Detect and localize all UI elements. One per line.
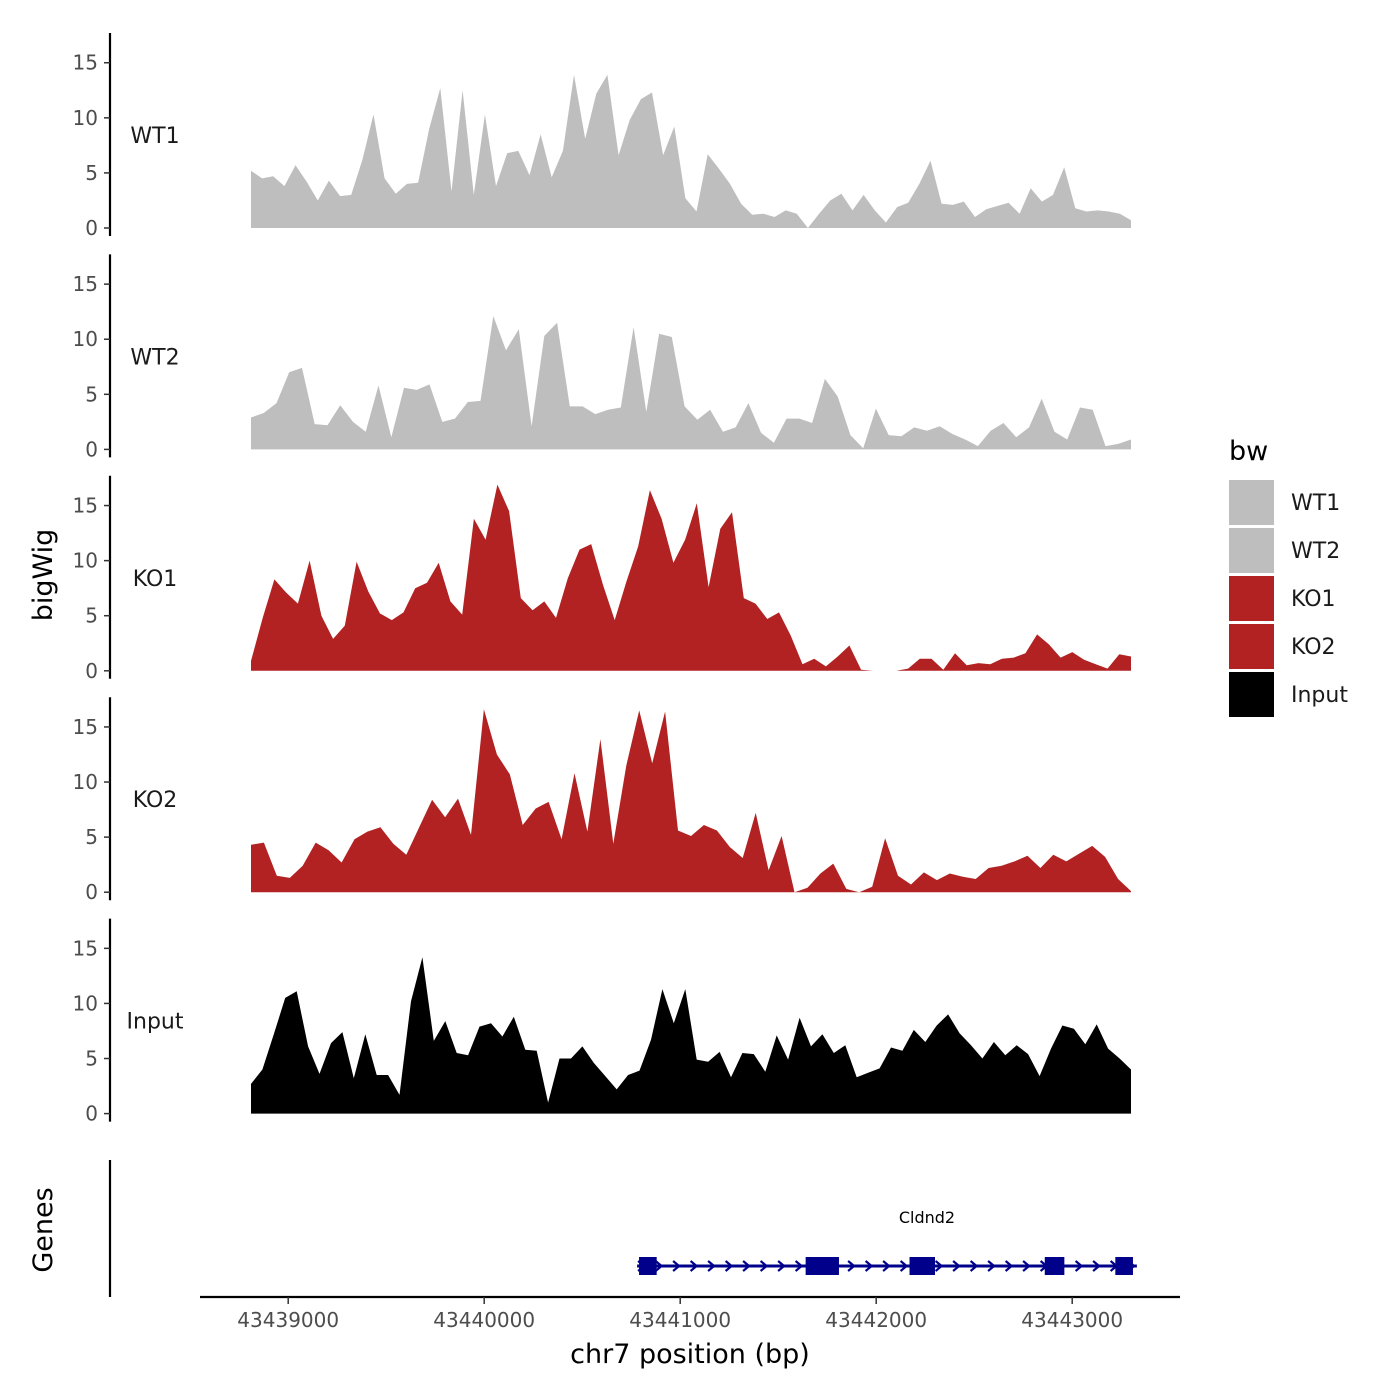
strand-arrow-icon [934, 1260, 944, 1272]
strand-arrow-icon [654, 1260, 664, 1272]
y-tick-label: 15 [73, 494, 98, 518]
x-tick-label: 43442000 [825, 1308, 927, 1332]
strand-arrow-icon [1092, 1260, 1101, 1272]
tracks-layer: 0 5 10 15 WT1 0 5 10 15 WT2 0 5 10 15 KO1 0 5 10 15 KO2 0 5 10… [73, 33, 1131, 1126]
legend-title: bw [1229, 436, 1268, 467]
strand-arrow-icon [969, 1260, 979, 1272]
legend-swatch [1229, 624, 1274, 669]
legend-label: KO1 [1291, 587, 1336, 612]
track-panel-ko2: 0 5 10 15 KO2 [73, 697, 1131, 904]
legend-swatch [1229, 528, 1274, 573]
strand-arrow-icon [882, 1260, 891, 1272]
x-tick-label: 43440000 [433, 1308, 535, 1332]
y-tick-label: 10 [73, 549, 98, 573]
y-tick-label: 10 [73, 327, 98, 351]
strand-arrow-icon [724, 1260, 734, 1272]
gene-exon [639, 1257, 657, 1275]
strand-arrow-icon [689, 1260, 699, 1272]
signal-area-ko2 [251, 709, 1131, 893]
y-tick-label: 15 [73, 936, 98, 960]
y-tick-label: 5 [85, 604, 98, 628]
y-tick-label: 0 [85, 659, 98, 683]
y-tick-label: 10 [73, 991, 98, 1015]
track-label: WT2 [130, 345, 179, 370]
strand-arrow-icon [1074, 1260, 1084, 1272]
track-panel-wt2: 0 5 10 15 WT2 [73, 254, 1131, 461]
strand-arrow-icon [987, 1260, 996, 1272]
gene-exon [1044, 1257, 1065, 1275]
x-tick-label: 43443000 [1021, 1308, 1123, 1332]
signal-area-ko1 [251, 484, 1131, 671]
legend-label: KO2 [1291, 635, 1336, 660]
strand-arrow-icon [952, 1260, 961, 1272]
track-label: KO2 [133, 788, 178, 813]
legend-swatch [1229, 480, 1274, 525]
strand-arrow-icon [742, 1260, 751, 1272]
gene-exon [909, 1257, 935, 1275]
legend-swatch [1229, 672, 1274, 717]
gene-label: Cldnd2 [899, 1208, 955, 1227]
signal-area-input [251, 957, 1131, 1114]
y-tick-label: 10 [73, 770, 98, 794]
strand-arrow-icon [847, 1260, 856, 1272]
y-tick-label: 0 [85, 880, 98, 904]
strand-arrow-icon [864, 1260, 874, 1272]
x-axis: 43439000 43440000 43441000 43442000 43443000 [200, 1295, 1180, 1332]
y-tick-label: 5 [85, 161, 98, 185]
track-panel-ko1: 0 5 10 15 KO1 [73, 475, 1131, 683]
genes-axis-title: Genes [28, 1187, 59, 1272]
gene-exon [805, 1257, 839, 1275]
legend-label: WT2 [1291, 539, 1340, 564]
y-tick-label: 0 [85, 437, 98, 461]
track-label: KO1 [133, 567, 178, 592]
legend: bw WT1 WT2 KO1 KO2 Input [1229, 436, 1348, 717]
track-label: WT1 [130, 124, 179, 149]
legend-swatch [1229, 576, 1274, 621]
y-tick-label: 0 [85, 216, 98, 240]
strand-arrow-icon [707, 1260, 716, 1272]
y-tick-label: 0 [85, 1102, 98, 1126]
y-tick-label: 15 [73, 51, 98, 75]
strand-arrow-icon [1022, 1260, 1031, 1272]
strand-arrow-icon [759, 1260, 769, 1272]
strand-arrow-icon [1004, 1260, 1014, 1272]
track-label: Input [127, 1010, 184, 1035]
y-tick-label: 15 [73, 715, 98, 739]
y-tick-label: 5 [85, 382, 98, 406]
gene-exon [1115, 1257, 1133, 1275]
y-tick-label: 5 [85, 1047, 98, 1071]
strand-arrow-icon [672, 1260, 681, 1272]
y-tick-label: 10 [73, 106, 98, 130]
y-tick-label: 15 [73, 272, 98, 296]
strand-arrow-icon [794, 1260, 804, 1272]
strand-arrow-icon [899, 1260, 909, 1272]
signal-area-wt2 [251, 316, 1131, 450]
signal-area-wt1 [251, 74, 1131, 229]
track-panel-wt1: 0 5 10 15 WT1 [73, 33, 1131, 240]
gene-track: Cldnd2 [108, 1160, 1137, 1297]
strand-arrow-icon [777, 1260, 786, 1272]
y-axis-title: bigWig [28, 529, 59, 622]
y-tick-label: 5 [85, 825, 98, 849]
x-axis-title: chr7 position (bp) [570, 1339, 810, 1370]
x-tick-label: 43441000 [629, 1308, 731, 1332]
x-tick-label: 43439000 [237, 1308, 339, 1332]
track-panel-input: 0 5 10 15 Input [73, 918, 1131, 1126]
legend-label: WT1 [1291, 491, 1340, 516]
legend-label: Input [1291, 683, 1348, 708]
